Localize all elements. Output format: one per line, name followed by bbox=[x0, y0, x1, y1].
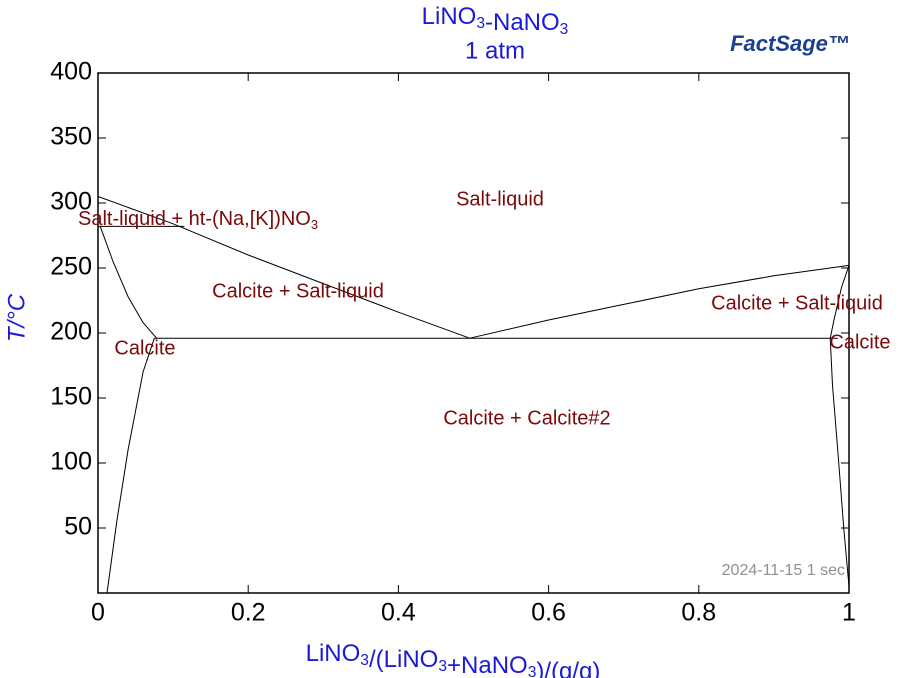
phase-boundary bbox=[829, 338, 850, 587]
region-label: Salt-liquid bbox=[456, 188, 544, 210]
region-label: Salt-liquid + ht-(Na,[K])NO3 bbox=[78, 208, 318, 232]
y-tick-label: 400 bbox=[50, 58, 92, 86]
timestamp: 2024-11-15 1 sec bbox=[722, 562, 845, 579]
phase-boundary bbox=[469, 264, 850, 339]
region-label: Calcite + Calcite#2 bbox=[443, 407, 610, 429]
x-tick-label: 0.6 bbox=[531, 599, 566, 627]
y-tick-label: 350 bbox=[50, 123, 92, 151]
logo: FactSage™ bbox=[730, 31, 850, 56]
phase-boundary bbox=[99, 226, 157, 339]
x-tick-label: 0.8 bbox=[681, 599, 716, 627]
y-tick-label: 200 bbox=[50, 318, 92, 346]
x-tick-label: 1 bbox=[842, 599, 856, 627]
region-label: Calcite + Salt-liquid bbox=[212, 280, 384, 302]
x-tick-label: 0.2 bbox=[231, 599, 266, 627]
region-label: Calcite bbox=[114, 337, 175, 359]
plot-frame bbox=[97, 72, 850, 594]
region-label: Calcite + Salt-liquid bbox=[711, 292, 883, 314]
y-tick-label: 300 bbox=[50, 188, 92, 216]
y-tick-label: 150 bbox=[50, 383, 92, 411]
y-tick-label: 100 bbox=[50, 448, 92, 476]
x-axis-label: LiNO3/(LiNO3+NaNO3)/(g/g) bbox=[306, 640, 601, 678]
phase-boundary bbox=[106, 338, 155, 594]
x-tick-label: 0.4 bbox=[381, 599, 416, 627]
region-label: Calcite bbox=[829, 331, 890, 353]
phase-boundary bbox=[829, 265, 850, 339]
chart-subtitle: 1 atm bbox=[465, 37, 525, 64]
phase-boundary bbox=[97, 196, 470, 339]
y-axis-label: T/°C bbox=[3, 293, 30, 342]
y-tick-label: 250 bbox=[50, 253, 92, 281]
y-tick-label: 50 bbox=[64, 513, 92, 541]
chart-title: LiNO3-NaNO3 bbox=[422, 3, 569, 38]
x-tick-label: 0 bbox=[91, 599, 105, 627]
